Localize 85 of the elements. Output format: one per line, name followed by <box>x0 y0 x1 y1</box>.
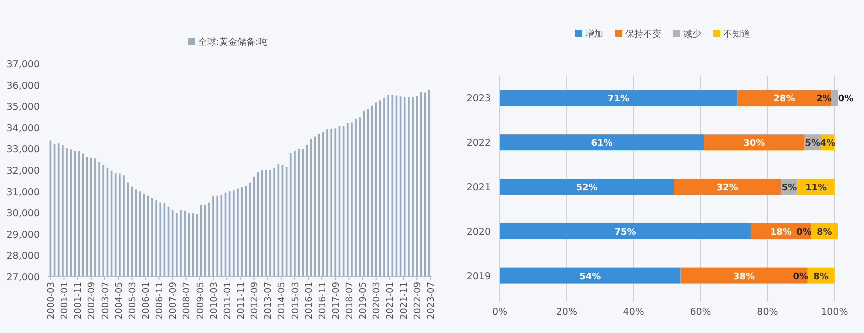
bar <box>831 90 838 106</box>
bar <box>500 134 704 151</box>
x-tick-label: 2006-11 <box>156 282 166 320</box>
data-label: 75% <box>614 228 636 238</box>
x-tick-label: 2018-07 <box>346 282 356 320</box>
data-label: 52% <box>576 184 598 194</box>
legend-label: 增加 <box>584 29 604 40</box>
x-tick-label: 80% <box>757 307 778 318</box>
x-tick-label: 2006-01 <box>142 282 152 320</box>
bar <box>680 268 808 284</box>
data-label: 54% <box>580 272 602 282</box>
bar <box>500 223 751 240</box>
data-label: 28% <box>774 94 796 105</box>
x-tick-label: 100% <box>821 307 848 318</box>
legend-label: 保持不变 <box>626 29 662 40</box>
x-tick-label: 2012-09 <box>250 282 261 320</box>
bar <box>500 179 674 195</box>
x-tick-label: 2004-05 <box>114 282 125 320</box>
data-label: 8% <box>814 272 829 282</box>
x-tick-label: 2008-07 <box>182 282 193 320</box>
y-tick-label: 2021 <box>466 182 491 194</box>
bar <box>674 179 782 195</box>
data-label: 30% <box>744 139 766 150</box>
data-label: 5% <box>782 184 798 194</box>
y-tick-label: 37,000 <box>6 60 40 70</box>
y-tick-label: 31,000 <box>6 187 40 198</box>
x-tick-label: 2016-11 <box>318 282 328 320</box>
x-tick-label: 2011-11 <box>236 282 247 320</box>
x-tick-label: 2019-05 <box>359 282 370 320</box>
data-label: 38% <box>734 272 756 282</box>
y-tick-label: 27,000 <box>6 272 40 284</box>
data-label: 0% <box>793 272 809 282</box>
y-tick-label: 2023 <box>466 94 491 105</box>
data-label: 71% <box>608 94 630 105</box>
x-tick-label: 2001-01 <box>60 282 71 320</box>
legend-label: 全球:黄金储备:吨 <box>198 37 268 48</box>
x-tick-label: 2007-09 <box>169 282 180 320</box>
x-tick-label: 2001-11 <box>74 282 84 320</box>
x-tick-label: 2005-03 <box>128 282 138 320</box>
legend-label: 减少 <box>684 29 702 40</box>
bar <box>738 90 832 106</box>
y-tick-label: 2019 <box>466 271 491 282</box>
data-label: 61% <box>591 139 613 150</box>
x-tick-label: 2000-03 <box>47 282 58 320</box>
data-label: 8% <box>816 228 832 238</box>
y-tick-label: 36,000 <box>6 80 40 92</box>
x-tick-label: 2023-07 <box>426 282 437 320</box>
y-tick-label: 33,000 <box>6 144 40 156</box>
y-tick-label: 35,000 <box>6 102 40 114</box>
x-tick-label: 40% <box>623 307 644 318</box>
y-tick-label: 2022 <box>466 138 491 150</box>
legend-label: 不知道 <box>724 29 750 40</box>
x-tick-label: 60% <box>690 307 712 318</box>
x-tick-label: 2022-09 <box>413 282 424 320</box>
x-tick-label: 2020-03 <box>372 282 383 320</box>
bar <box>500 268 681 284</box>
x-tick-label: 2016-01 <box>304 282 315 320</box>
x-tick-label: 2021-11 <box>400 282 410 320</box>
bar <box>704 134 805 151</box>
data-label: 32% <box>716 184 738 194</box>
x-tick-label: 2017-09 <box>332 282 342 320</box>
x-tick-label: 2010-03 <box>210 282 220 320</box>
legend: 全球:黄金储备:吨 <box>188 38 268 48</box>
y-tick-label: 2020 <box>466 226 491 238</box>
x-tick-label: 0% <box>492 307 508 318</box>
y-tick-label: 30,000 <box>6 208 40 220</box>
x-tick-label: 2011-01 <box>223 282 234 320</box>
data-label: 0% <box>796 228 812 238</box>
y-tick-label: 34,000 <box>6 123 40 134</box>
x-tick-label: 20% <box>556 307 578 318</box>
x-tick-label: 2014-05 <box>278 282 288 320</box>
y-tick-label: 28,000 <box>6 251 40 262</box>
x-tick-label: 2015-03 <box>291 282 302 320</box>
x-tick-label: 2002-09 <box>88 282 98 320</box>
y-tick-label: 29,000 <box>6 230 40 241</box>
data-label: 18% <box>770 228 792 238</box>
x-tick-label: 2009-05 <box>196 282 206 320</box>
data-label: 0% <box>838 94 854 105</box>
bar <box>500 90 738 106</box>
x-tick-label: 2021-01 <box>386 282 396 320</box>
data-label: 5% <box>805 139 821 150</box>
y-tick-label: 32,000 <box>6 166 40 177</box>
data-label: 11% <box>805 184 828 194</box>
x-tick-label: 2003-07 <box>101 282 112 320</box>
x-tick-label: 2013-07 <box>264 282 274 320</box>
